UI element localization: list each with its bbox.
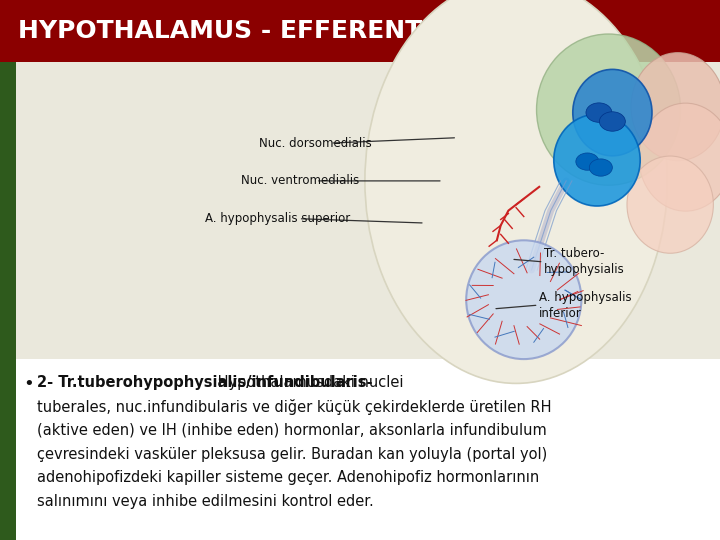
Text: çevresindeki vasküler pleksusa gelir. Buradan kan yoluyla (portal yol): çevresindeki vasküler pleksusa gelir. Bu… (37, 447, 548, 462)
Circle shape (600, 112, 626, 131)
Text: HYPOTHALAMUS - EFFERENT LİFLER: HYPOTHALAMUS - EFFERENT LİFLER (18, 19, 525, 43)
Text: salınımını veya inhibe edilmesini kontrol eder.: salınımını veya inhibe edilmesini kontro… (37, 494, 374, 509)
Ellipse shape (631, 52, 720, 160)
Ellipse shape (639, 103, 720, 211)
Circle shape (590, 159, 612, 176)
Text: (aktive eden) ve IH (inhibe eden) hormonlar, aksonlarla infundibulum: (aktive eden) ve IH (inhibe eden) hormon… (37, 423, 547, 438)
Text: 2- Tr.tuberohypophysialis/infundibularis-: 2- Tr.tuberohypophysialis/infundibularis… (37, 375, 373, 390)
Text: adenohipofizdeki kapiller sisteme geçer. Adenohipofiz hormonlarının: adenohipofizdeki kapiller sisteme geçer.… (37, 470, 540, 485)
Circle shape (586, 103, 612, 122)
Ellipse shape (536, 34, 680, 185)
Bar (16, 62, 720, 359)
Text: Tr. tubero-
hypophysialis: Tr. tubero- hypophysialis (544, 247, 624, 276)
Ellipse shape (365, 0, 667, 383)
Ellipse shape (627, 156, 714, 253)
Text: Nuc. ventromedialis: Nuc. ventromedialis (241, 174, 359, 187)
Bar (0, 62, 16, 540)
Ellipse shape (573, 69, 652, 156)
Text: A. hypophysalis
inferior: A. hypophysalis inferior (539, 291, 631, 320)
Ellipse shape (554, 114, 640, 206)
Text: •: • (23, 375, 34, 393)
Text: Hypothalamusdaki nuclei: Hypothalamusdaki nuclei (213, 375, 404, 390)
Bar (0, 0, 720, 62)
Ellipse shape (467, 240, 582, 359)
Text: Nuc. dorsomedialis: Nuc. dorsomedialis (259, 137, 372, 150)
Circle shape (576, 153, 599, 170)
Text: A. hypophysalis superior: A. hypophysalis superior (205, 212, 351, 225)
Text: tuberales, nuc.infundibularis ve diğer küçük çekirdeklerde üretilen RH: tuberales, nuc.infundibularis ve diğer k… (37, 399, 552, 415)
